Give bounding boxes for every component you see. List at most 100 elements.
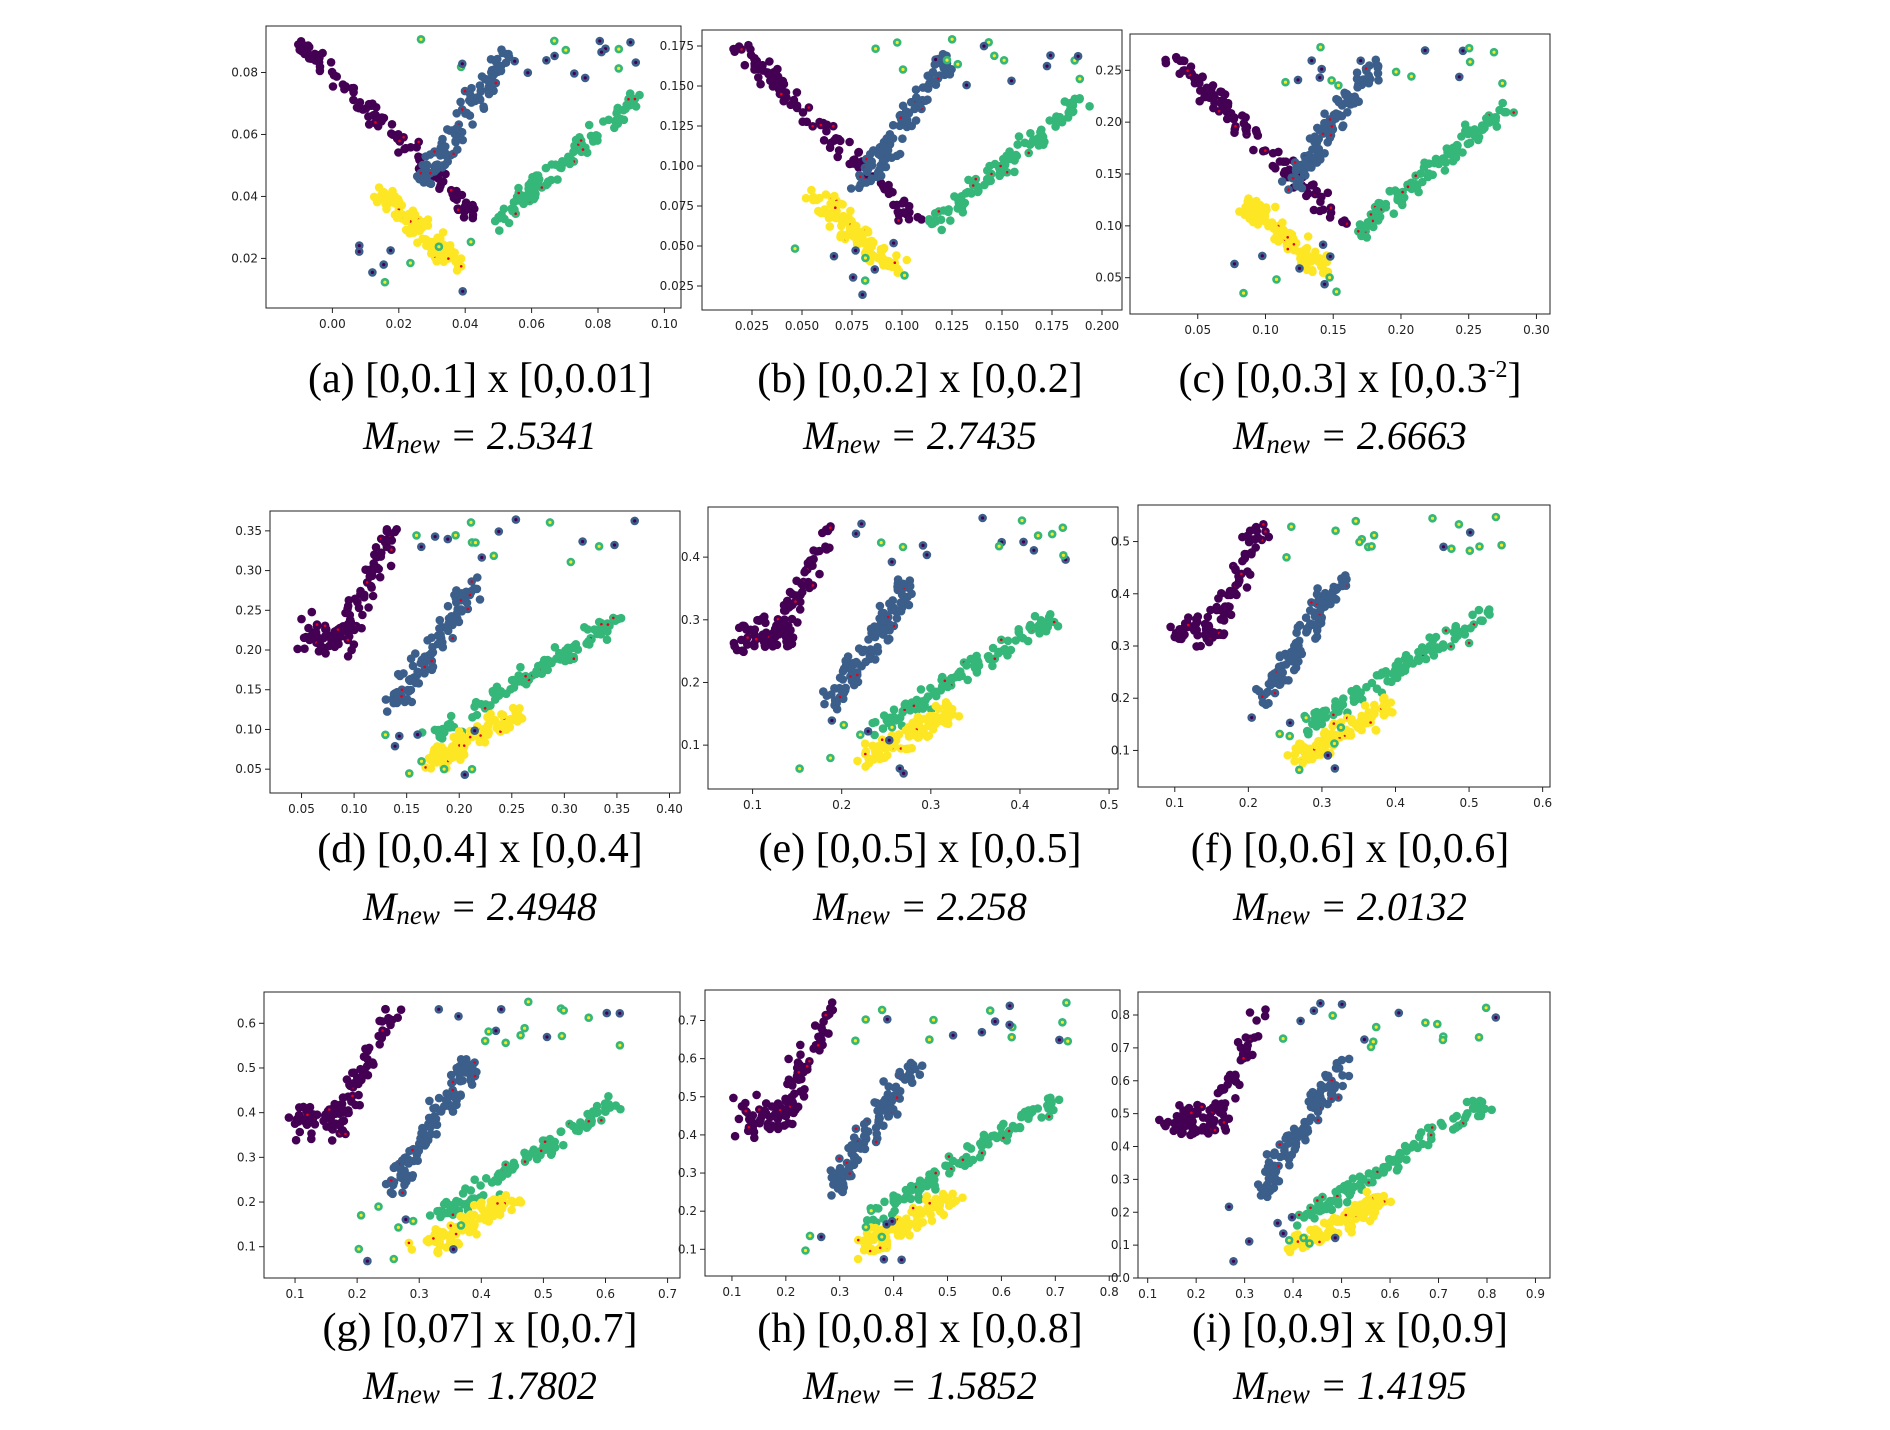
- point-purple: [782, 1097, 791, 1106]
- point-blue: [1353, 83, 1362, 92]
- point-green: [518, 198, 527, 207]
- point-blue: [1310, 608, 1319, 617]
- point-green: [1053, 118, 1062, 127]
- point-yellow: [499, 723, 508, 732]
- centroid-marker: [1294, 161, 1297, 164]
- point-green: [903, 1192, 912, 1201]
- x-tick-label: 0.25: [1455, 323, 1482, 337]
- point-purple: [1234, 1038, 1243, 1047]
- point-green: [1430, 159, 1439, 168]
- point-blue: [418, 1124, 427, 1133]
- outlier-marker: [598, 39, 601, 42]
- point-purple: [793, 88, 802, 97]
- point-green: [566, 160, 575, 169]
- outlier-marker: [581, 540, 584, 543]
- point-yellow: [459, 747, 468, 756]
- point-yellow: [1320, 729, 1329, 738]
- outlier-marker: [560, 1034, 563, 1037]
- centroid-marker: [928, 1202, 931, 1205]
- outlier-marker: [830, 719, 833, 722]
- point-purple: [823, 121, 832, 130]
- outlier-marker: [1442, 545, 1445, 548]
- point-blue: [428, 643, 437, 652]
- point-green: [1017, 1113, 1026, 1122]
- outlier-marker: [523, 1027, 526, 1030]
- centroid-marker: [306, 1114, 309, 1117]
- point-purple: [746, 45, 755, 54]
- outlier-marker: [1354, 520, 1357, 523]
- point-purple: [1254, 1032, 1263, 1041]
- centroid-marker: [580, 139, 583, 142]
- y-tick-label: 0.5: [237, 1061, 256, 1075]
- point-green: [1428, 647, 1437, 656]
- metric-value: = 2.258: [890, 884, 1027, 929]
- point-green: [1487, 117, 1496, 126]
- centroid-marker: [351, 1095, 354, 1098]
- point-yellow: [816, 209, 825, 218]
- point-purple: [1316, 197, 1325, 206]
- point-green: [985, 162, 994, 171]
- outlier-marker: [514, 518, 517, 521]
- point-purple: [741, 61, 750, 70]
- outlier-marker: [1250, 716, 1253, 719]
- centroid-marker: [1008, 1130, 1011, 1133]
- outlier-marker: [1285, 556, 1288, 559]
- point-green: [491, 1176, 500, 1185]
- point-green: [1415, 656, 1424, 665]
- outlier-marker: [1061, 526, 1064, 529]
- caption-range: [0,07] x [0,0.7]: [382, 1306, 637, 1352]
- point-green: [585, 121, 594, 130]
- centroid-marker: [744, 1110, 747, 1113]
- outlier-marker: [497, 530, 500, 533]
- centroid-marker: [913, 705, 916, 708]
- outlier-marker: [634, 61, 637, 64]
- point-purple: [1208, 91, 1217, 100]
- x-tick-label: 0.30: [1523, 323, 1550, 337]
- point-blue: [432, 1130, 441, 1139]
- point-blue: [493, 55, 502, 64]
- outlier-marker: [808, 1234, 811, 1237]
- point-purple: [296, 1128, 305, 1137]
- caption-c: (c) [0,0.3] x [0,0.3-2]: [1070, 355, 1630, 403]
- point-purple: [1310, 206, 1319, 215]
- outlier-marker: [454, 534, 457, 537]
- point-green: [930, 1181, 939, 1190]
- outlier-marker: [569, 560, 572, 563]
- point-yellow: [436, 751, 445, 760]
- point-blue: [1326, 1081, 1335, 1090]
- point-green: [1055, 1096, 1064, 1105]
- point-blue: [1309, 621, 1318, 630]
- point-blue: [827, 1191, 836, 1200]
- centroid-marker: [849, 675, 852, 678]
- centroid-marker: [1401, 191, 1404, 194]
- metric-subscript: new: [1266, 429, 1310, 459]
- point-purple: [362, 104, 371, 113]
- point-yellow: [1344, 728, 1353, 737]
- point-blue: [895, 1068, 904, 1077]
- point-purple: [750, 65, 759, 74]
- point-purple: [1173, 633, 1182, 642]
- point-green: [1478, 125, 1487, 134]
- point-blue: [1308, 145, 1317, 154]
- point-purple: [1249, 146, 1258, 155]
- point-green: [1376, 199, 1385, 208]
- centroid-marker: [1316, 1199, 1319, 1202]
- outlier-marker: [994, 1020, 997, 1023]
- point-green: [1403, 1144, 1412, 1153]
- centroid-marker: [467, 608, 470, 611]
- point-blue: [406, 677, 415, 686]
- point-blue: [1338, 123, 1347, 132]
- outlier-marker: [487, 1030, 490, 1033]
- point-blue: [831, 684, 840, 693]
- point-green: [984, 652, 993, 661]
- centroid-marker: [798, 1071, 801, 1074]
- point-blue: [899, 102, 908, 111]
- outlier-marker: [1289, 721, 1292, 724]
- point-green: [1010, 156, 1019, 165]
- point-green: [1485, 605, 1494, 614]
- point-purple: [747, 1116, 756, 1125]
- point-blue: [857, 1144, 866, 1153]
- outlier-marker: [618, 1044, 621, 1047]
- point-purple: [799, 581, 808, 590]
- x-tick-label: 0.4: [884, 1285, 903, 1299]
